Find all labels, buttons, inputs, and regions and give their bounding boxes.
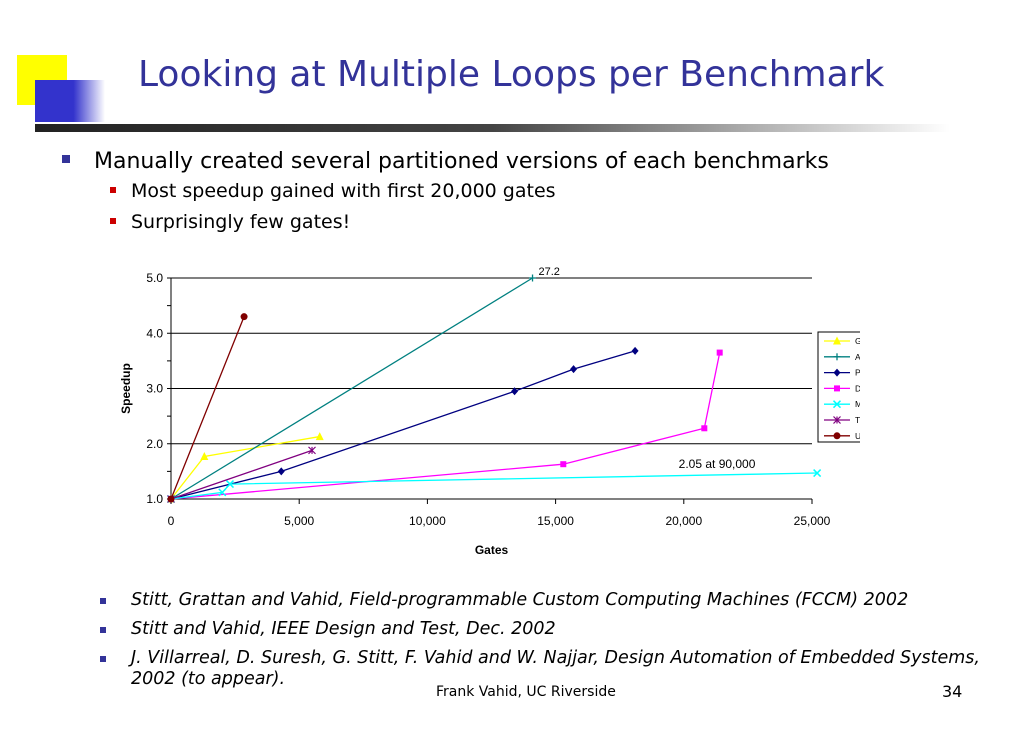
title-underline-bar [35,124,950,132]
legend-swatch-marker [834,385,840,392]
legend-swatch-marker [833,432,841,440]
bullet-square-icon [62,155,70,163]
bullet-main: Manually created several partitioned ver… [62,149,829,174]
legend-item: DH(NB) [824,383,860,393]
data-point-adpcm-mb [529,274,537,282]
legend-swatch-marker [833,368,841,377]
legend-swatch-marker [832,400,842,409]
legend-swatch-marker [833,353,841,361]
decorative-blue-block [35,80,105,122]
reference-1-text: Stitt, Grattan and Vahid, Field-programm… [131,590,909,610]
legend-swatch-marker [833,336,841,345]
data-point-pegwit-mb [570,365,578,374]
data-point-md5-nb-b [218,488,227,497]
series-line-url-nb [170,316,245,500]
reference-bullet-icon [100,627,106,633]
data-point-pegwit-mb [277,467,285,476]
series-md5-nb [166,469,822,504]
y-axis-label: Speedup [119,363,133,414]
data-point-md5-nb-b [813,469,822,478]
data-point-tl-nb [308,446,316,455]
y-tick-label: 3.0 [146,382,163,396]
data-point-md5-nb [225,480,235,489]
data-point-dh-nb [560,461,567,468]
data-point-pegwit-mb [631,346,639,355]
x-tick-label: 10,000 [409,514,446,528]
sub-bullet-2: Surprisingly few gates! [110,211,350,233]
y-tick-label: 1.0 [146,492,163,506]
x-tick-label: 0 [168,514,175,528]
footer-author: Frank Vahid, UC Riverside [436,684,616,700]
series-url-nb [167,313,248,503]
reference-bullet-icon [100,598,106,604]
legend-item: G721(MB) [824,336,860,346]
data-point-dh-nb [701,425,708,432]
series-line-tl-nb [170,449,313,500]
data-point-g721-mb [315,432,324,441]
page-number: 34 [942,682,963,701]
data-point-md5-nb [813,469,822,478]
legend-item: PEGWIT(MB) [824,368,860,378]
legend-swatch-marker [833,416,841,424]
legend-label: MD5(NB) [855,399,860,409]
sub-bullet-square-icon [110,186,116,193]
series-line-pegwit-mb [170,350,636,500]
reference-3-text: J. Villarreal, D. Suresh, G. Stitt, F. V… [131,648,980,689]
legend-label: PEGWIT(MB) [855,368,860,378]
x-tick-label: 15,000 [537,514,574,528]
reference-2-text: Stitt and Vahid, IEEE Design and Test, D… [131,619,556,639]
legend-label: ADPCM(MB) [855,352,860,362]
annotation-md5-value: 2.05 at 90,000 [679,457,756,471]
legend-item: MD5(NB) [824,399,860,409]
series-pegwit-mb [167,346,639,503]
speedup-vs-gates-chart: 1.0 2.0 3.0 4.0 5.0 0 5,000 10,000 15,000 20,000 2… [119,266,860,557]
y-tick-label: 2.0 [146,437,163,451]
legend-label: TL(NB) [855,415,860,425]
sub-bullet-1: Most speedup gained with first 20,000 ga… [110,180,556,202]
y-tick-label: 5.0 [146,271,163,285]
data-point-g721-mb [200,451,209,460]
legend-label: DH(NB) [855,383,860,393]
x-axis-label: Gates [475,543,509,557]
legend-item: ADPCM(MB) [824,352,860,362]
sub-bullet-1-text: Most speedup gained with first 20,000 ga… [131,180,556,202]
series-line-g721-mb [170,435,320,500]
series-line-md5-nb [170,472,818,500]
sub-bullet-2-text: Surprisingly few gates! [131,211,351,233]
x-tick-label: 20,000 [665,514,702,528]
x-tick-label: 25,000 [794,514,831,528]
data-point-url-nb [167,495,175,503]
x-tick-label: 5,000 [284,514,314,528]
data-point-md5-nb [218,488,227,497]
legend-label: URL(NB) [855,431,860,441]
y-tick-label: 4.0 [146,326,163,340]
series-line-adpcm-mb [170,277,533,500]
reference-bullet-icon [100,656,106,662]
legend-swatch-marker-b [832,400,842,409]
data-point-md5-nb-b [225,480,235,489]
data-point-url-nb [240,313,248,321]
data-point-pegwit-mb [511,387,519,396]
legend-item: TL(NB) [824,415,860,425]
bullet-main-text: Manually created several partitioned ver… [94,149,829,174]
legend-item: URL(NB) [824,431,860,441]
legend-label: G721(MB) [855,336,860,346]
data-point-dh-nb [716,349,723,356]
sub-bullet-square-icon [110,217,116,224]
chart-legend: G721(MB) ADPCM(MB) PEGWIT(MB) DH(NB) MD5(NB)… [817,331,860,443]
slide-title: Looking at Multiple Loops per Benchmark [138,54,885,95]
annotation-adpcm-value: 27.2 [539,266,560,278]
